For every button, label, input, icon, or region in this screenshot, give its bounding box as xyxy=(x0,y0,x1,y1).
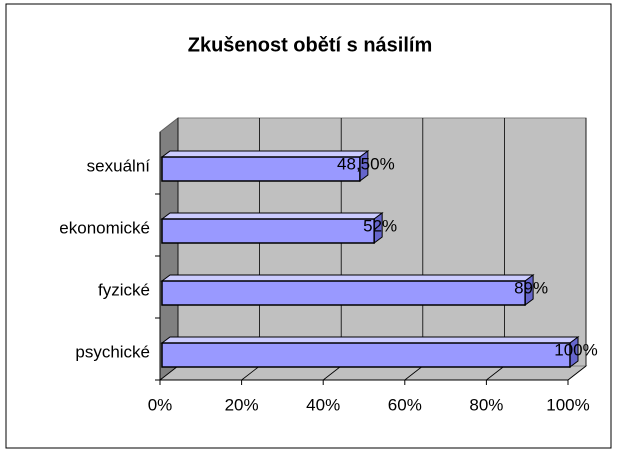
grid-line xyxy=(567,365,587,381)
bar xyxy=(161,218,375,244)
x-tick-label: 20% xyxy=(225,395,259,414)
value-label: 52% xyxy=(363,216,397,235)
value-label: 100% xyxy=(554,340,597,359)
bar-top xyxy=(160,212,384,220)
bar-top xyxy=(160,336,580,344)
y-tick-label: psychické xyxy=(75,342,150,361)
y-tick-label: fyzické xyxy=(98,280,150,299)
x-tick-label: 100% xyxy=(546,395,589,414)
value-label: 89% xyxy=(514,278,548,297)
grid-line xyxy=(404,365,424,381)
y-tick-label: sexuální xyxy=(87,156,151,175)
x-tick-label: 60% xyxy=(388,395,422,414)
grid-line xyxy=(159,365,179,381)
floor xyxy=(158,365,588,381)
bar xyxy=(161,280,526,306)
x-tick-label: 0% xyxy=(148,395,173,414)
x-tick-label: 80% xyxy=(469,395,503,414)
bar xyxy=(161,342,571,368)
value-label: 48,50% xyxy=(337,154,395,173)
y-tick-label: ekonomické xyxy=(59,218,150,237)
bar xyxy=(161,156,361,182)
chart-title: Zkušenost obětí s násilím xyxy=(188,34,433,56)
bar-top xyxy=(160,274,535,282)
grid-line xyxy=(241,365,260,381)
grid-line xyxy=(486,365,505,381)
x-tick-label: 40% xyxy=(306,395,340,414)
grid-line xyxy=(322,365,342,381)
